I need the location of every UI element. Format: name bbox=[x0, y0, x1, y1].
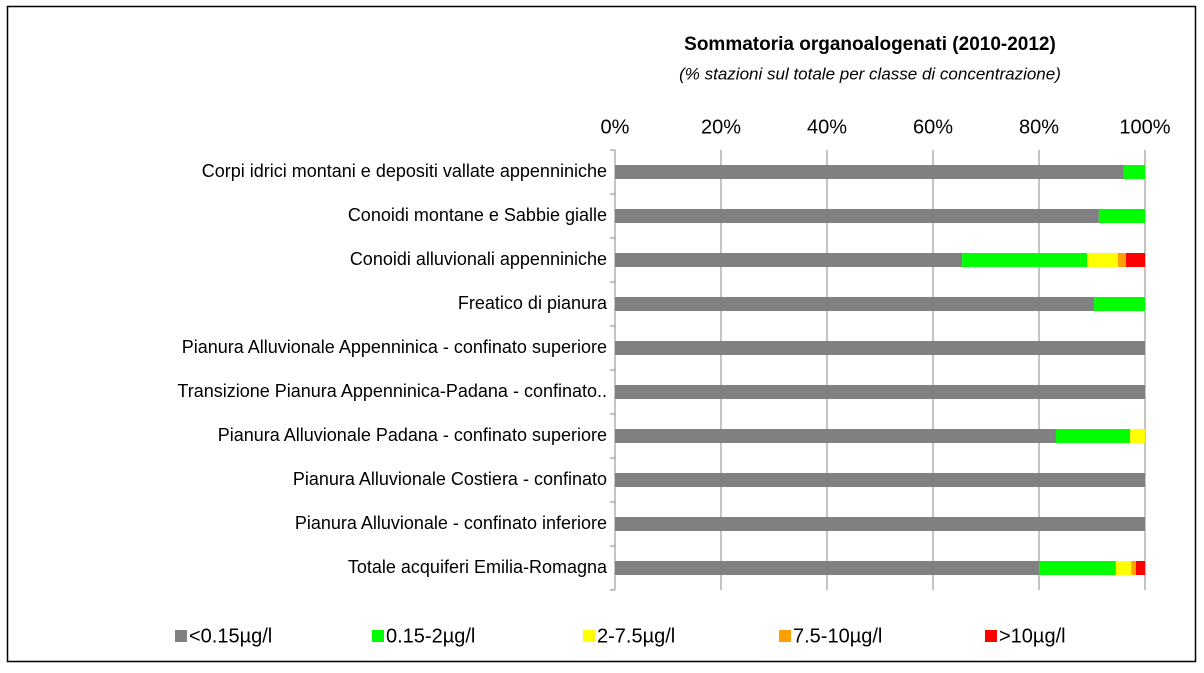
y-tick-label: Pianura Alluvionale Costiera - confinato bbox=[293, 469, 607, 489]
legend-label: <0.15µg/l bbox=[189, 625, 272, 647]
bar-segment bbox=[615, 561, 1039, 575]
bar-segment bbox=[615, 253, 963, 267]
bar-segment bbox=[615, 473, 1145, 487]
y-tick-label: Totale acquiferi Emilia-Romagna bbox=[348, 557, 608, 577]
bar-segment bbox=[1094, 297, 1145, 311]
bar-segment bbox=[615, 165, 1124, 179]
bar-segment bbox=[1123, 165, 1145, 179]
y-tick-label: Conoidi montane e Sabbie gialle bbox=[348, 205, 607, 225]
y-tick-label: Pianura Alluvionale Padana - confinato s… bbox=[218, 425, 607, 445]
x-tick-label: 100% bbox=[1119, 116, 1170, 138]
chart-title: Sommatoria organoalogenati (2010-2012) bbox=[684, 34, 1056, 55]
bar-segment bbox=[1117, 253, 1126, 267]
bar-segment bbox=[962, 253, 1088, 267]
bar-segment bbox=[1125, 253, 1145, 267]
y-tick-label: Pianura Alluvionale - confinato inferior… bbox=[295, 513, 607, 533]
legend-label: 2-7.5µg/l bbox=[597, 625, 675, 647]
legend-swatch bbox=[985, 630, 997, 642]
bar-segment bbox=[1087, 253, 1118, 267]
x-tick-label: 0% bbox=[601, 116, 630, 138]
legend-swatch bbox=[175, 630, 187, 642]
legend-label: 0.15-2µg/l bbox=[386, 625, 475, 647]
y-tick-label: Conoidi alluvionali appenniniche bbox=[350, 249, 607, 269]
bar-segment bbox=[615, 341, 1145, 355]
bar-segment bbox=[1135, 561, 1145, 575]
bar-segment bbox=[1055, 429, 1131, 443]
bar-segment bbox=[615, 517, 1145, 531]
x-tick-label: 60% bbox=[913, 116, 953, 138]
y-tick-label: Corpi idrici montani e depositi vallate … bbox=[202, 161, 607, 181]
x-tick-label: 40% bbox=[807, 116, 847, 138]
chart-border bbox=[6, 5, 1197, 663]
legend-swatch bbox=[779, 630, 791, 642]
x-tick-label: 80% bbox=[1019, 116, 1059, 138]
bar-segment bbox=[615, 209, 1099, 223]
legend-label: >10µg/l bbox=[999, 625, 1066, 647]
y-tick-label: Transizione Pianura Appenninica-Padana -… bbox=[177, 381, 607, 401]
y-tick-label: Pianura Alluvionale Appenninica - confin… bbox=[182, 337, 607, 357]
bar-segment bbox=[1131, 561, 1136, 575]
x-tick-label: 20% bbox=[701, 116, 741, 138]
y-tick-label: Freatico di pianura bbox=[458, 293, 608, 313]
legend-swatch bbox=[372, 630, 384, 642]
legend-label: 7.5-10µg/l bbox=[793, 625, 882, 647]
legend-swatch bbox=[583, 630, 595, 642]
bar-segment bbox=[1098, 209, 1145, 223]
bar-segment bbox=[615, 429, 1056, 443]
bar-segment bbox=[1130, 429, 1145, 443]
bar-segment bbox=[615, 385, 1145, 399]
bar-segment bbox=[615, 297, 1095, 311]
bar-segment bbox=[1039, 561, 1116, 575]
chart-subtitle: (% stazioni sul totale per classe di con… bbox=[679, 64, 1061, 83]
bar-segment bbox=[1115, 561, 1132, 575]
